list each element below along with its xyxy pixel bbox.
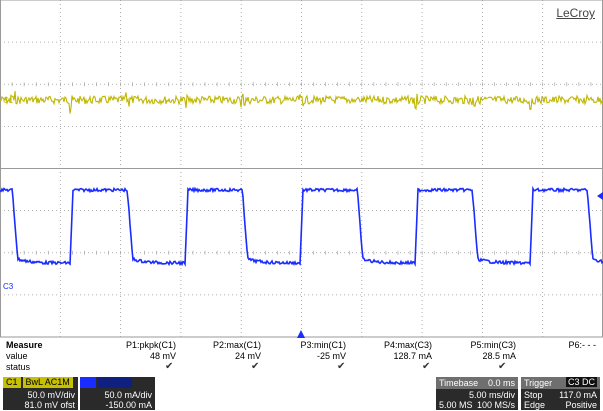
param-p4-status-icon: ✔ — [422, 361, 431, 372]
trigger-source: C3 DC — [565, 377, 597, 387]
c1-flags: BwL AC1M — [22, 377, 73, 388]
param-p3-value: -25 mV — [316, 351, 346, 361]
param-p5-name[interactable]: P5:min(C3) — [470, 340, 516, 350]
param-p3-status-icon: ✔ — [337, 361, 346, 372]
c1-ground-marker[interactable]: C1 — [3, 96, 14, 105]
param-p2-name[interactable]: P2:max(C1) — [212, 340, 261, 350]
trigger-mode: Stop — [524, 390, 543, 400]
c3-color-tag — [80, 377, 97, 388]
timebase-delay: 0.0 ms — [487, 378, 515, 388]
status-bar: C1 BwL AC1M 50.0 mV/div 81.0 mV ofst 50.0… — [0, 375, 603, 411]
timebase-tdiv: 5.00 ms/div — [468, 390, 515, 400]
c3-channel-descriptor[interactable]: 50.0 mA/div -150.00 mA — [80, 377, 155, 410]
timebase-label: Timebase — [439, 378, 479, 388]
param-p6-name[interactable]: P6:- - - — [568, 340, 596, 350]
measure-title[interactable]: Measure — [6, 340, 43, 350]
c3-vdiv: 50.0 mA/div — [104, 390, 152, 400]
waveform-display: C1 C3 — [0, 0, 603, 338]
param-p5-value: 28.5 mA — [482, 351, 516, 361]
c3-ground-marker[interactable]: C3 — [3, 282, 14, 291]
trigger-slope: Positive — [565, 400, 597, 410]
brand-logo: LeCroy — [554, 6, 597, 20]
c1-vdiv: 50.0 mV/div — [27, 390, 75, 400]
param-p2-status-icon: ✔ — [251, 361, 260, 372]
c1-offset: 81.0 mV ofst — [24, 400, 75, 410]
graticule — [0, 0, 603, 338]
param-p3-name[interactable]: P3:min(C1) — [300, 340, 346, 350]
c1-channel-descriptor[interactable]: C1 BwL AC1M 50.0 mV/div 81.0 mV ofst — [3, 377, 78, 410]
trigger-position-marker[interactable] — [297, 330, 305, 338]
param-p5-status-icon: ✔ — [498, 361, 507, 372]
measure-value-row-label: value — [6, 351, 28, 361]
param-p4-name[interactable]: P4:max(C3) — [383, 340, 432, 350]
c3-flags-icon — [98, 377, 132, 388]
param-p1-name[interactable]: P1:pkpk(C1) — [125, 340, 176, 350]
c3-offset: -150.00 mA — [105, 400, 152, 410]
measure-status-row-label: status — [6, 362, 31, 372]
timebase-descriptor[interactable]: Timebase 0.0 ms 5.00 ms/div 5.00 MS 100 … — [436, 377, 518, 410]
c3-waveform-trace — [0, 185, 603, 268]
c1-label: C1 — [3, 377, 21, 388]
param-p4-value: 128.7 mA — [393, 351, 432, 361]
trigger-descriptor[interactable]: Trigger C3 DC Stop 117.0 mA Edge Positiv… — [521, 377, 600, 410]
param-p2-value: 24 mV — [234, 351, 261, 361]
c1-waveform-trace — [0, 91, 603, 114]
timebase-rate: 100 MS/s — [476, 400, 515, 410]
timebase-samples: 5.00 MS — [439, 400, 473, 410]
param-p1-status-icon: ✔ — [165, 361, 174, 372]
measure-table: Measure value status P1:pkpk(C1) 48 mV ✔… — [0, 339, 603, 375]
param-p1-value: 48 mV — [149, 351, 176, 361]
trigger-level: 117.0 mA — [559, 390, 597, 400]
trigger-level-marker[interactable] — [597, 192, 603, 200]
trigger-label: Trigger — [524, 378, 553, 388]
trigger-type: Edge — [524, 400, 546, 410]
